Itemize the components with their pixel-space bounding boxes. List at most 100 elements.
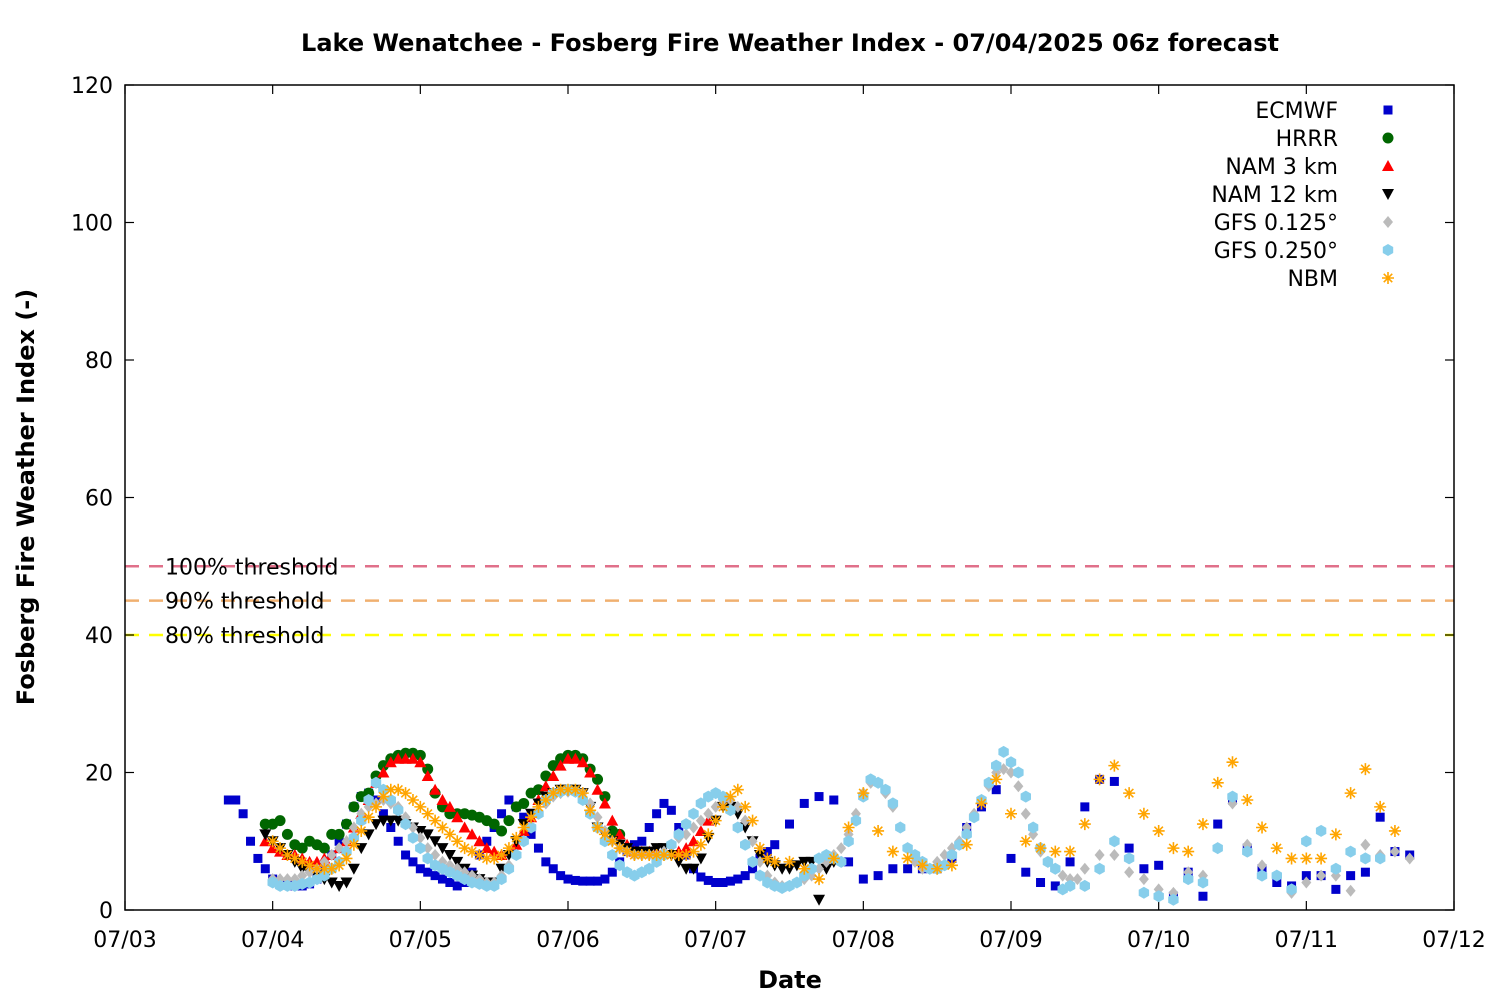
data-point: [556, 871, 566, 881]
data-point: [333, 828, 345, 840]
data-point: [850, 814, 862, 827]
data-point: [362, 811, 375, 824]
data-point: [703, 807, 714, 820]
data-point: [319, 869, 330, 882]
data-point: [1389, 845, 1400, 858]
x-tick-label: 07/09: [979, 928, 1042, 953]
data-point: [842, 821, 855, 834]
data-point: [990, 773, 1003, 786]
data-point: [386, 823, 396, 832]
data-point: [903, 864, 913, 874]
data-point: [585, 876, 595, 886]
data-point: [223, 795, 233, 805]
data-point: [488, 818, 500, 830]
data-point: [319, 855, 330, 868]
data-point: [370, 800, 383, 813]
data-point: [318, 862, 331, 875]
data-point: [1360, 852, 1371, 865]
data-point: [525, 821, 537, 834]
data-point: [1197, 876, 1209, 889]
data-point: [731, 783, 744, 796]
data-point: [836, 842, 847, 855]
data-point: [445, 878, 455, 887]
data-point: [1301, 835, 1312, 848]
data-point: [740, 871, 750, 881]
data-point: [873, 871, 883, 881]
threshold-layer: 100% threshold 90% threshold 80% threshold: [125, 555, 1454, 649]
data-point: [1388, 824, 1401, 837]
data-point: [858, 874, 868, 884]
data-point: [414, 800, 427, 813]
data-point: [318, 842, 330, 854]
data-point: [443, 800, 456, 812]
data-point: [1375, 812, 1385, 822]
data-point: [718, 878, 728, 887]
data-point: [584, 804, 597, 817]
data-point: [1346, 871, 1356, 881]
y-tick-label: 120: [71, 74, 113, 99]
data-point: [519, 812, 529, 822]
data-point: [1109, 835, 1120, 848]
data-point: [621, 845, 634, 858]
data-point: [473, 835, 486, 847]
data-point: [1285, 852, 1298, 865]
data-point: [378, 809, 388, 819]
data-point: [1020, 807, 1031, 820]
data-point: [296, 842, 308, 854]
data-point: [687, 835, 700, 847]
data-point: [393, 804, 404, 817]
data-point: [666, 838, 677, 851]
data-point: [406, 794, 419, 806]
data-point: [539, 794, 552, 806]
data-point: [1019, 835, 1032, 848]
data-point: [1315, 852, 1328, 865]
data-point: [458, 821, 471, 833]
data-point: [362, 829, 375, 841]
data-point: [303, 859, 316, 872]
data-point: [739, 800, 752, 813]
data-point: [643, 849, 656, 861]
data-point: [945, 859, 958, 872]
data-point: [754, 869, 766, 882]
data-point: [895, 821, 906, 834]
x-tick-label: 07/10: [1127, 928, 1190, 953]
data-point: [325, 862, 338, 875]
data-point: [423, 867, 433, 877]
data-point: [717, 800, 730, 813]
data-point: [466, 828, 479, 840]
threshold-label: 80% threshold: [165, 624, 325, 649]
data-point: [599, 835, 611, 848]
data-point: [341, 845, 352, 858]
data-point: [761, 852, 774, 865]
data-point: [554, 759, 567, 771]
data-point: [998, 745, 1009, 758]
data-point: [333, 880, 346, 892]
data-point: [975, 797, 988, 810]
data-point: [355, 843, 368, 855]
data-point: [960, 838, 973, 851]
data-point: [266, 835, 279, 848]
data-point: [348, 801, 360, 813]
data-point: [384, 756, 397, 768]
data-point: [421, 769, 434, 781]
data-point: [1079, 879, 1090, 892]
plot-frame: [124, 84, 1455, 911]
data-point: [1316, 869, 1327, 882]
data-point: [1109, 849, 1120, 861]
data-point: [694, 853, 707, 865]
legend-marker: [1382, 244, 1394, 256]
data-point: [1036, 878, 1046, 887]
data-point: [1005, 807, 1017, 820]
data-point: [415, 864, 425, 874]
data-point: [415, 842, 426, 855]
data-point: [1034, 842, 1047, 855]
data-point: [733, 874, 743, 884]
data-point: [488, 845, 501, 857]
data-point: [1080, 802, 1090, 812]
data-point: [762, 847, 772, 857]
axis-layer: 0 20 40 60 80 100 120 07/03 07/04 07/05 07/06 07/07…: [71, 74, 1486, 953]
data-point: [563, 874, 573, 884]
legend-marker: [1383, 105, 1393, 115]
y-tick-label: 20: [85, 762, 113, 787]
data-point: [525, 811, 538, 824]
